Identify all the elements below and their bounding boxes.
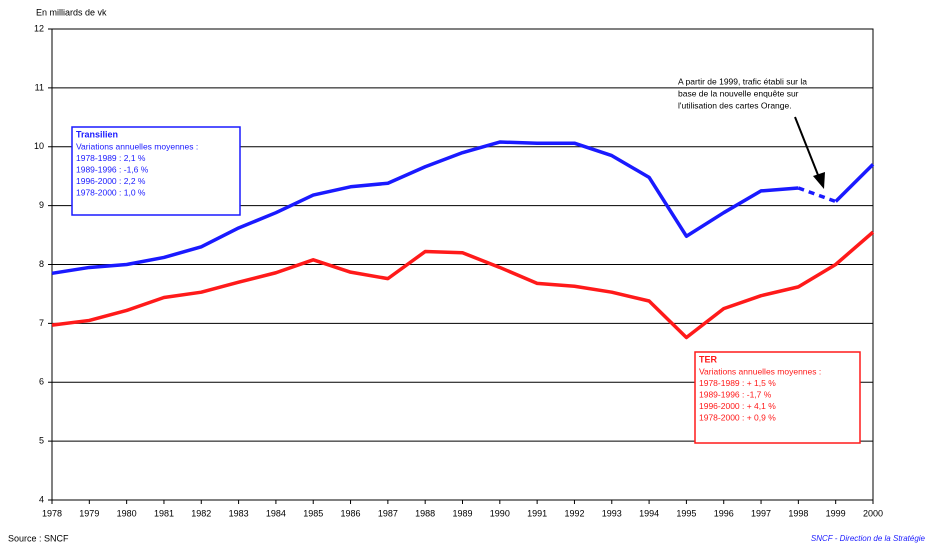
y-tick-label: 7 — [39, 318, 44, 328]
x-tick-label: 1999 — [826, 508, 846, 518]
y-tick-label: 12 — [34, 23, 44, 33]
series-line — [51, 140, 799, 276]
annotation-line: 1978-1989 : 2,1 % — [76, 153, 146, 163]
annotation-title: Transilien — [76, 129, 118, 139]
note-arrowhead — [813, 172, 825, 189]
annotation-line: Variations annuelles moyennes : — [699, 366, 821, 376]
x-tick-label: 1979 — [79, 508, 99, 518]
x-tick-label: 1998 — [788, 508, 808, 518]
y-tick-label: 6 — [39, 377, 44, 387]
plot-border — [51, 28, 874, 501]
note-line: A partir de 1999, trafic établi sur la — [678, 76, 807, 86]
note-arrow — [794, 116, 821, 181]
x-tick-label: 1986 — [341, 508, 361, 518]
series-line — [834, 163, 875, 203]
annotation-box — [694, 351, 861, 444]
annotation-box — [71, 126, 241, 216]
x-tick-label: 1995 — [676, 508, 696, 518]
x-tick-label: 2000 — [863, 508, 883, 518]
x-tick-label: 1991 — [527, 508, 547, 518]
y-tick-label: 5 — [39, 436, 44, 446]
y-tick-label: 10 — [34, 141, 44, 151]
x-tick-label: 1992 — [564, 508, 584, 518]
x-tick-label: 1993 — [602, 508, 622, 518]
x-tick-label: 1997 — [751, 508, 771, 518]
x-tick-label: 1987 — [378, 508, 398, 518]
annotation-line: 1996-2000 : + 4,1 % — [699, 401, 776, 411]
annotation-line: 1996-2000 : 2,2 % — [76, 176, 146, 186]
y-axis-label: En milliards de vk — [36, 7, 107, 17]
series-line — [51, 230, 875, 340]
annotation-line: 1989-1996 : -1,7 % — [699, 389, 772, 399]
x-tick-label: 1990 — [490, 508, 510, 518]
annotation-line: 1978-2000 : + 0,9 % — [699, 412, 776, 422]
x-tick-label: 1984 — [266, 508, 286, 518]
series-line-dashed — [797, 186, 837, 204]
annotation-line: 1978-2000 : 1,0 % — [76, 187, 146, 197]
y-tick-label: 4 — [39, 494, 44, 504]
annotation-line: 1989-1996 : -1,6 % — [76, 164, 149, 174]
y-tick-label: 9 — [39, 200, 44, 210]
x-tick-label: 1982 — [191, 508, 211, 518]
x-tick-label: 1988 — [415, 508, 435, 518]
note-line: base de la nouvelle enquête sur — [678, 88, 799, 98]
x-tick-label: 1996 — [714, 508, 734, 518]
annotation-title: TER — [699, 354, 718, 364]
x-tick-label: 1985 — [303, 508, 323, 518]
annotation-line: 1978-1989 : + 1,5 % — [699, 378, 776, 388]
y-tick-label: 8 — [39, 259, 44, 269]
annotation-line: Variations annuelles moyennes : — [76, 141, 198, 151]
x-tick-label: 1983 — [229, 508, 249, 518]
x-tick-label: 1980 — [117, 508, 137, 518]
y-tick-label: 11 — [35, 82, 44, 92]
credit: SNCF - Direction de la Stratégie — [811, 534, 926, 543]
x-tick-label: 1989 — [452, 508, 472, 518]
note-line: l'utilisation des cartes Orange. — [678, 100, 792, 110]
x-tick-label: 1994 — [639, 508, 659, 518]
source: Source : SNCF — [8, 533, 69, 543]
x-tick-label: 1981 — [154, 508, 174, 518]
x-tick-label: 1978 — [42, 508, 62, 518]
